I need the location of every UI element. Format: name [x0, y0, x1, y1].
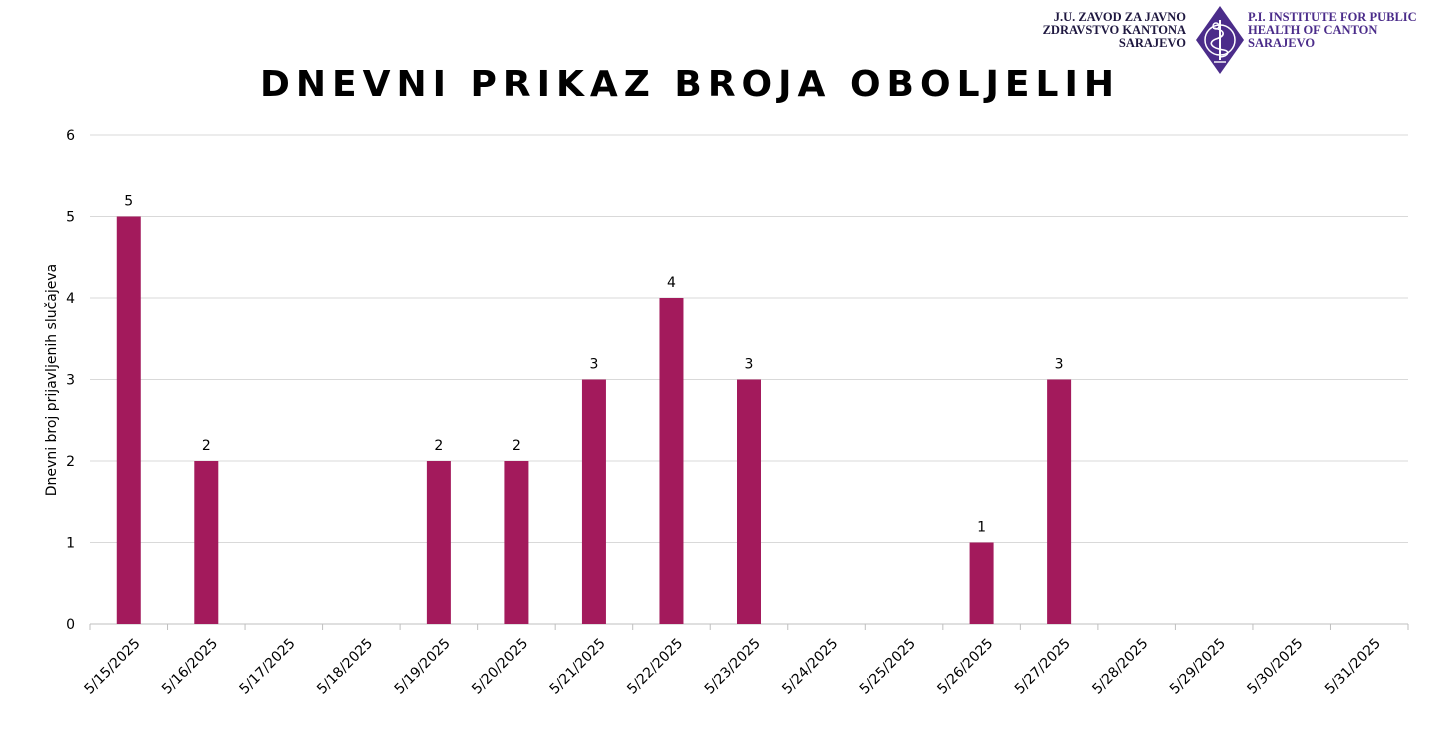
data-label: 2 — [202, 438, 211, 454]
logo-right-line: SARAJEVO — [1248, 36, 1316, 50]
y-tick-label: 6 — [66, 128, 75, 144]
data-label: 1 — [977, 520, 986, 536]
data-label: 5 — [124, 194, 133, 210]
data-label: 2 — [434, 438, 443, 454]
x-tick-label: 5/17/2025 — [237, 636, 299, 698]
y-tick-label: 4 — [66, 291, 75, 307]
chart-title: DNEVNI PRIKAZ BROJA OBOLJELIH — [259, 64, 1120, 105]
bar — [1047, 379, 1072, 624]
bar — [194, 461, 219, 624]
y-tick-label: 5 — [66, 210, 75, 226]
bar — [504, 461, 529, 624]
y-axis-label: Dnevni broj prijavljenih slučajeva — [44, 264, 60, 496]
x-tick-label: 5/18/2025 — [314, 636, 376, 698]
bar — [659, 298, 684, 624]
x-tick-label: 5/19/2025 — [392, 636, 454, 698]
x-tick-label: 5/22/2025 — [624, 636, 686, 698]
x-tick-label: 5/28/2025 — [1089, 636, 1151, 698]
x-tick-label: 5/26/2025 — [934, 636, 996, 698]
institute-name-local: J.U. ZAVOD ZA JAVNO ZDRAVSTVO KANTONA SA… — [1043, 11, 1186, 50]
x-tick-label: 5/16/2025 — [159, 636, 221, 698]
bar — [116, 216, 141, 624]
x-tick-label: 5/27/2025 — [1012, 636, 1074, 698]
bars: 5 2 2 2 3 4 3 1 3 — [116, 194, 1072, 624]
logo-right-line: P.I. INSTITUTE FOR PUBLIC — [1248, 10, 1417, 24]
logo-left-line: ZDRAVSTVO KANTONA — [1042, 23, 1186, 37]
data-label: 2 — [512, 438, 521, 454]
x-tick-label: 5/25/2025 — [857, 636, 919, 698]
x-tick-label: 5/30/2025 — [1244, 636, 1306, 698]
logo-right-line: HEALTH OF CANTON — [1248, 23, 1378, 37]
data-label: 3 — [589, 357, 598, 373]
institute-name-english: P.I. INSTITUTE FOR PUBLIC HEALTH OF CANT… — [1248, 11, 1417, 50]
bar — [426, 461, 451, 624]
x-axis-ticks: 5/15/2025 5/16/2025 5/17/2025 5/18/2025 5/19… — [82, 636, 1385, 698]
x-tick-label: 5/20/2025 — [469, 636, 531, 698]
logo-left-line: J.U. ZAVOD ZA JAVNO — [1053, 10, 1186, 24]
caduceus-diamond-icon — [1196, 6, 1244, 74]
bar — [737, 379, 761, 624]
x-tick-label: 5/24/2025 — [779, 636, 841, 698]
x-tick-label: 5/29/2025 — [1167, 636, 1229, 698]
data-label: 3 — [1055, 357, 1064, 373]
x-tick-label: 5/15/2025 — [82, 636, 144, 698]
logo-left-line: SARAJEVO — [1118, 36, 1186, 50]
y-tick-label: 3 — [66, 373, 75, 389]
x-tick-label: 5/31/2025 — [1322, 636, 1384, 698]
institute-logo: J.U. ZAVOD ZA JAVNO ZDRAVSTVO KANTONA SA… — [1030, 4, 1430, 76]
y-tick-label: 0 — [66, 617, 75, 633]
y-tick-label: 1 — [66, 536, 75, 552]
x-tick-label: 5/23/2025 — [702, 636, 764, 698]
y-tick-label: 2 — [66, 454, 75, 470]
bar — [969, 542, 994, 624]
data-label: 4 — [667, 275, 676, 291]
y-axis-ticks: 0 1 2 3 4 5 6 — [66, 128, 75, 633]
bar — [581, 379, 606, 624]
data-label: 3 — [745, 357, 754, 373]
x-tick-label: 5/21/2025 — [547, 636, 609, 698]
